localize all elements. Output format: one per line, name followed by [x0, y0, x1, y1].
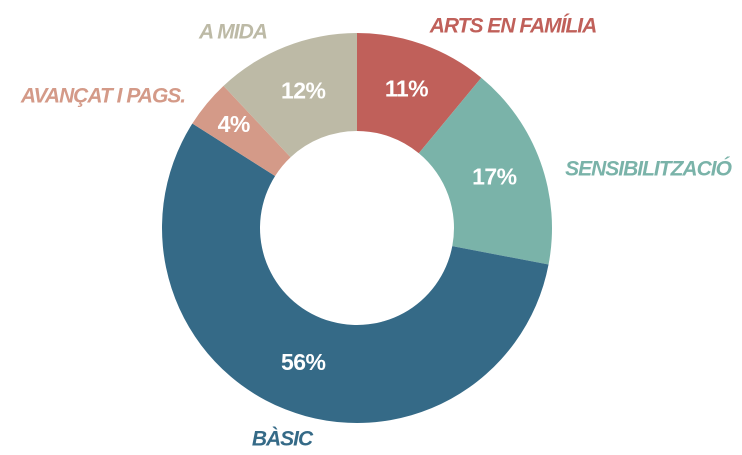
donut-slice — [162, 123, 549, 423]
category-label: A MIDA — [198, 21, 267, 44]
value-label: 56% — [281, 349, 326, 375]
donut-slice — [418, 77, 552, 265]
category-label: BÀSIC — [252, 428, 314, 451]
donut-slice — [192, 85, 291, 177]
donut-slice — [223, 33, 357, 158]
category-label: SENSIBILITZACIÓ — [565, 157, 732, 181]
category-label: AVANÇAT I PAGS. — [20, 85, 185, 108]
value-label: 12% — [281, 77, 326, 103]
value-label: 11% — [385, 76, 428, 102]
value-label: 4% — [218, 111, 250, 137]
value-label: 17% — [472, 164, 517, 190]
donut-slice — [357, 33, 482, 154]
category-label: ARTS EN FAMÍLIA — [429, 15, 597, 38]
